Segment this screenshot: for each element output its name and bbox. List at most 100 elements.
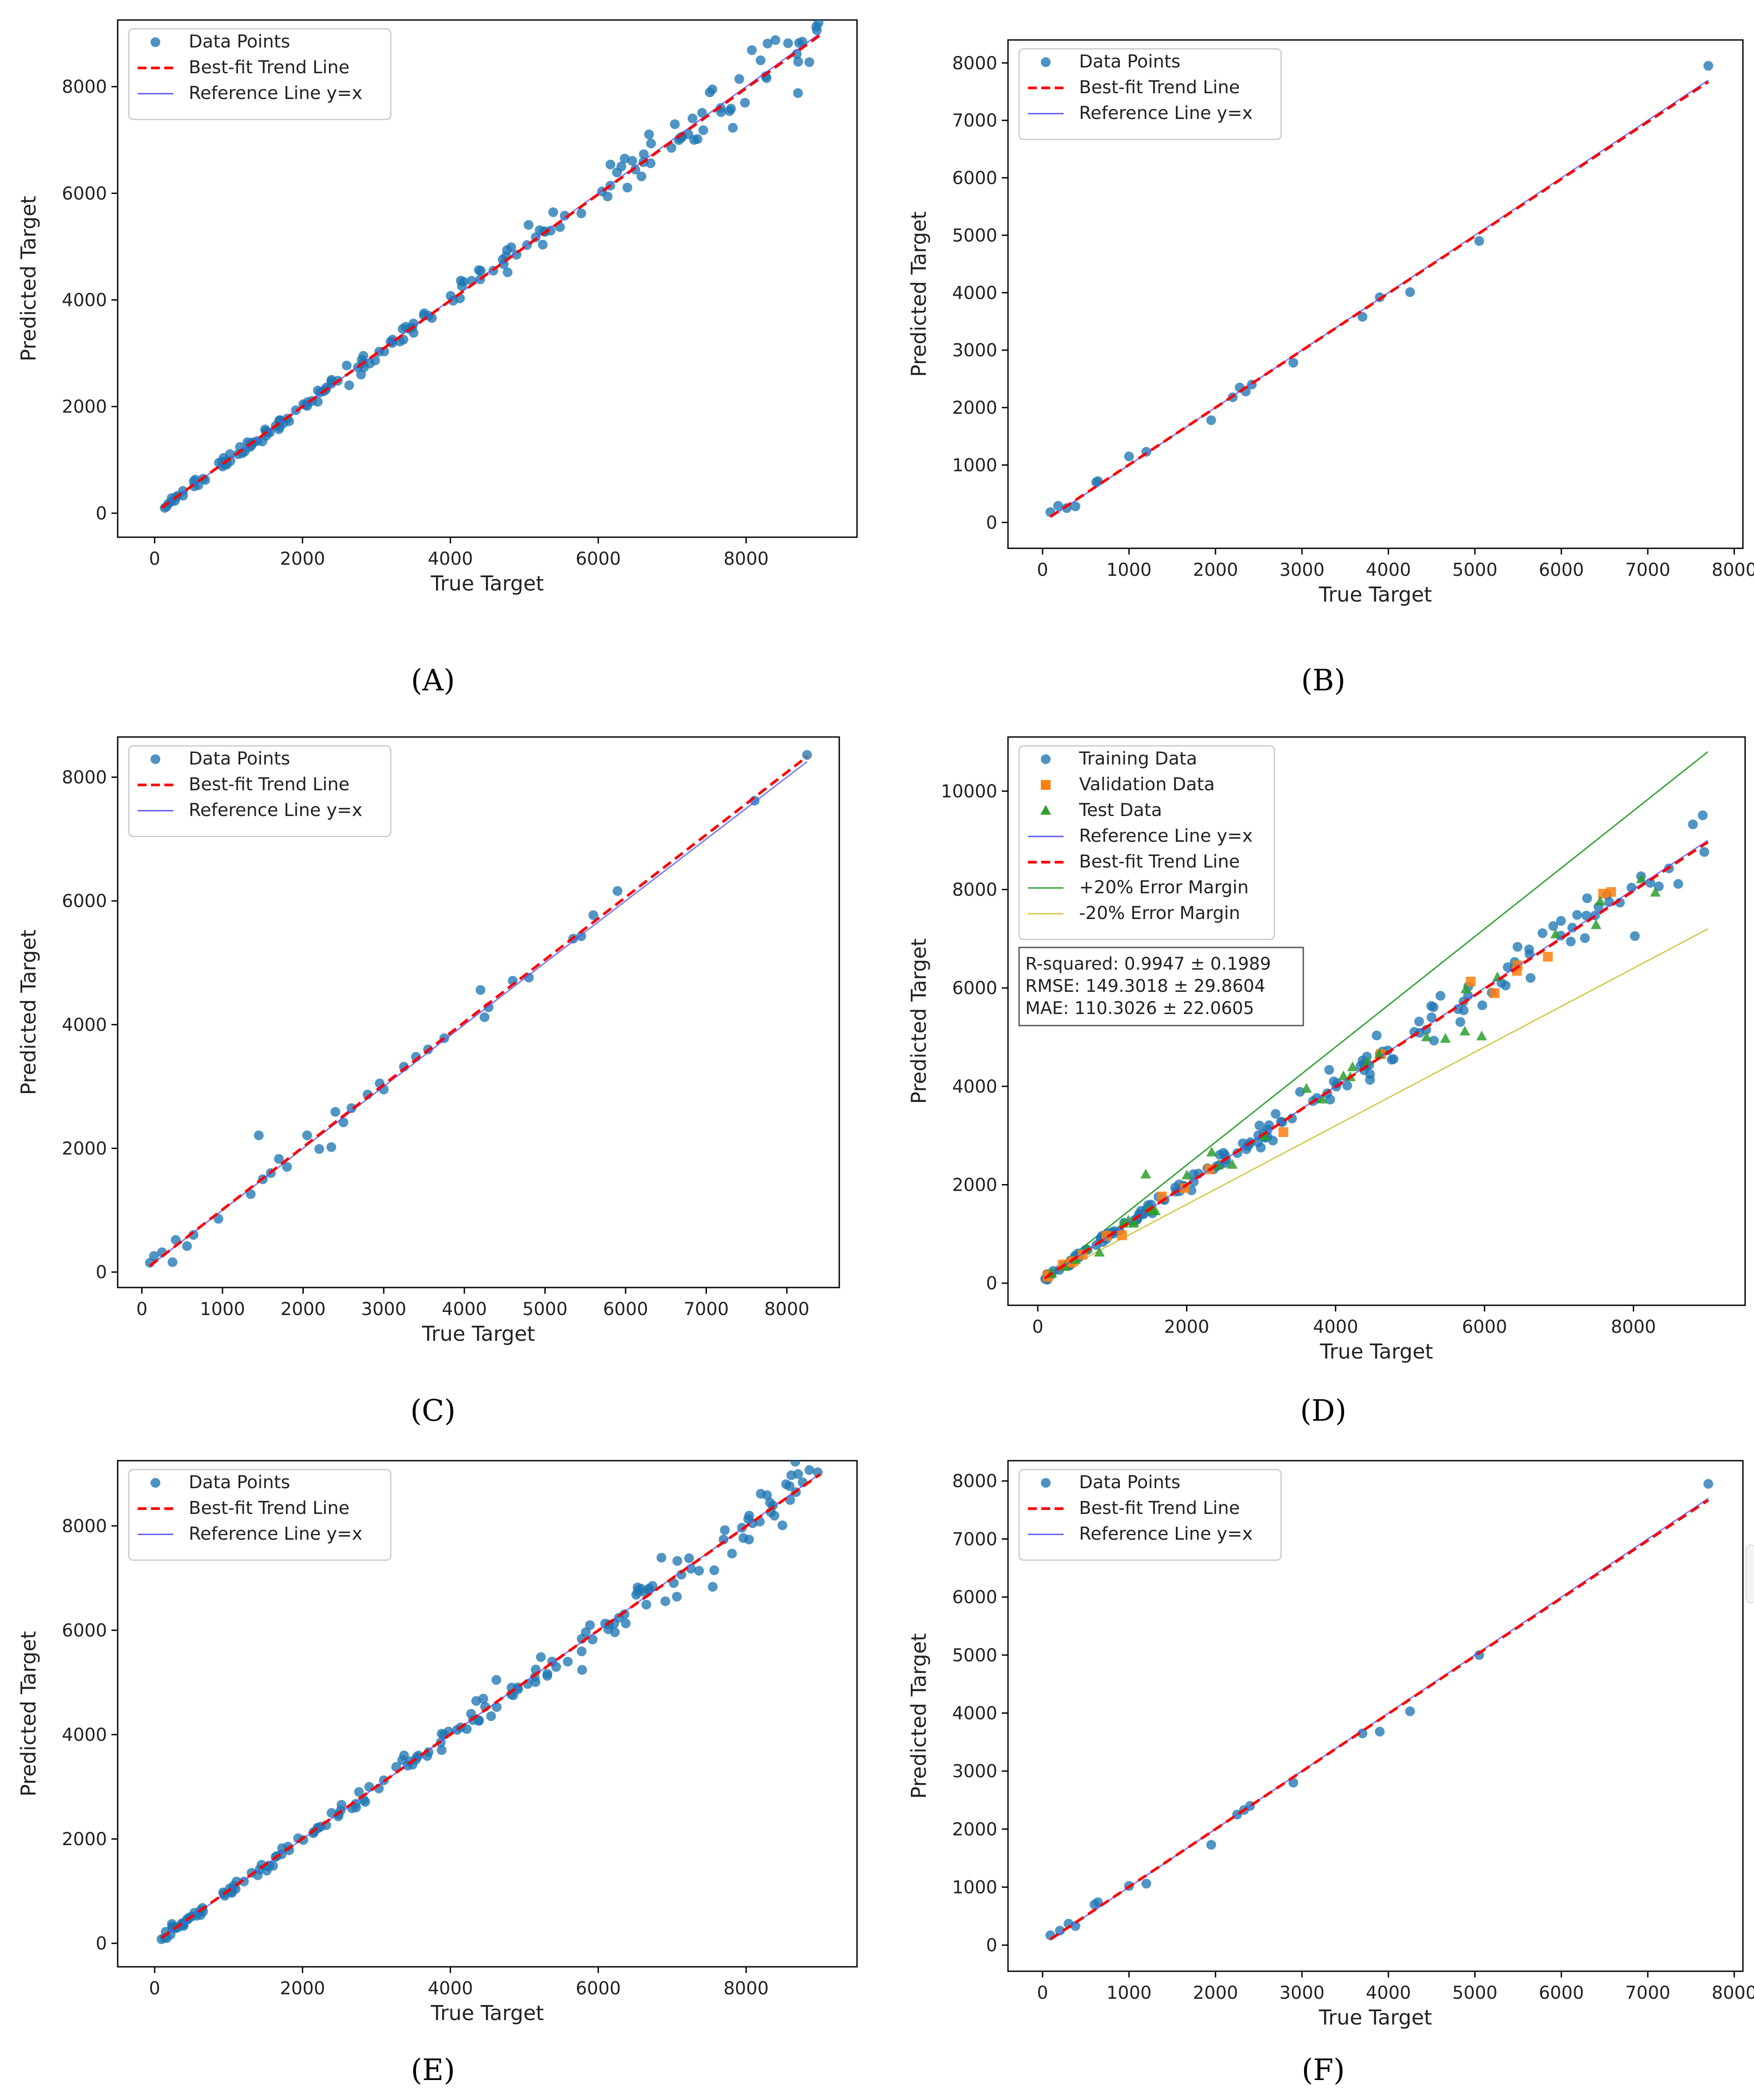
x-tick-label: 8000: [1611, 1317, 1656, 1337]
data-point: [502, 245, 512, 255]
x-tick-label: 0: [149, 1978, 160, 1999]
y-tick-label: 3000: [952, 341, 997, 361]
data-point: [660, 1596, 671, 1606]
legend-marker-circle: [151, 754, 160, 764]
x-tick-label: 3000: [1279, 560, 1325, 580]
x-tick-label: 1000: [1107, 1983, 1152, 2003]
data-point: [804, 57, 814, 67]
data-point: [793, 1469, 803, 1479]
data-point: [785, 1495, 795, 1505]
metrics-text: R-squared: 0.9947 ± 0.1989: [1025, 954, 1271, 974]
x-tick-label: 7000: [1625, 560, 1671, 580]
data-point: [1053, 501, 1063, 511]
y-tick-label: 8000: [62, 1516, 107, 1537]
data-point: [458, 277, 468, 287]
minus-20-margin-line: [1044, 928, 1708, 1280]
data-point: [667, 143, 677, 153]
data-point: [802, 750, 812, 760]
legend-entry: Reference Line y=x: [1079, 826, 1253, 846]
data-point: [622, 182, 632, 193]
panel-label-d: (D): [1300, 1394, 1346, 1428]
y-axis-label: Predicted Target: [16, 196, 40, 361]
trend-line: [1049, 80, 1709, 518]
data-point: [491, 1675, 501, 1685]
x-axis-label: True Target: [1318, 582, 1432, 606]
data-point: [474, 265, 484, 275]
legend-entry: Data Points: [189, 749, 290, 769]
legend-entry: Best-fit Trend Line: [189, 1498, 349, 1518]
data-point: [1673, 879, 1683, 889]
data-point: [588, 910, 599, 920]
data-point: [1688, 819, 1698, 829]
data-point: [1595, 895, 1606, 906]
data-point: [149, 1251, 159, 1261]
series-data-points: [145, 750, 812, 1268]
data-point: [1094, 1247, 1105, 1257]
data-point: [542, 1669, 552, 1679]
data-point: [1598, 888, 1608, 899]
data-point: [708, 1582, 718, 1592]
data-point: [1630, 931, 1640, 941]
data-point: [1347, 1061, 1358, 1071]
legend-entry: Data Points: [189, 32, 290, 52]
data-point: [621, 1618, 631, 1628]
x-tick-label: 0: [136, 1299, 147, 1319]
data-point: [777, 1520, 787, 1530]
data-point: [1338, 1070, 1349, 1080]
y-tick-label: 2000: [952, 1819, 997, 1840]
data-point: [1650, 887, 1661, 897]
x-tick-label: 2000: [281, 1299, 326, 1319]
y-tick-label: 7000: [952, 1529, 997, 1549]
data-point: [616, 161, 627, 171]
data-point: [636, 171, 647, 182]
data-point: [1426, 1012, 1437, 1022]
data-point: [486, 1711, 496, 1721]
y-tick-label: 5000: [952, 1645, 997, 1666]
x-tick-label: 6000: [1539, 1983, 1584, 2003]
data-point: [684, 1553, 694, 1563]
x-tick-label: 8000: [723, 1978, 769, 1999]
data-point: [1365, 1075, 1375, 1085]
x-tick-label: 1000: [1107, 560, 1152, 580]
y-tick-label: 1000: [952, 1878, 997, 1898]
data-point: [1591, 919, 1602, 929]
legend-entry: Reference Line y=x: [1079, 103, 1253, 123]
chart-panel-b: 0 1000 2000 3000 4000 5000 6000 7000 8000 0 1000 20…: [907, 39, 1754, 606]
data-point: [672, 1592, 682, 1602]
data-point: [337, 1800, 347, 1810]
data-point: [644, 129, 654, 139]
legend-box: [128, 28, 392, 120]
data-point: [1189, 1177, 1199, 1187]
x-tick-label: 4000: [1313, 1317, 1358, 1337]
panel-label-a: (A): [411, 663, 455, 697]
data-point: [159, 503, 170, 513]
data-point: [344, 380, 354, 390]
y-tick-label: 8000: [952, 53, 997, 74]
data-point: [252, 436, 262, 446]
legend-entry: Data Points: [1079, 1472, 1180, 1493]
x-tick-label: 4000: [1366, 1983, 1411, 2003]
data-point: [804, 1465, 814, 1475]
data-point: [182, 1241, 192, 1251]
data-point: [1550, 928, 1561, 939]
data-point: [1654, 881, 1664, 892]
data-point: [437, 1745, 447, 1755]
y-axis-label: Predicted Target: [16, 1631, 40, 1797]
legend-box: [128, 745, 392, 837]
data-point: [744, 1510, 754, 1521]
legend-entry: Reference Line y=x: [189, 1524, 362, 1544]
y-axis-label: Predicted Target: [907, 1633, 931, 1799]
y-tick-label: 0: [986, 1273, 997, 1294]
data-point: [1627, 883, 1637, 893]
data-point: [1500, 980, 1511, 991]
data-point: [1124, 451, 1134, 461]
y-tick-label: 0: [96, 1934, 107, 1954]
y-tick-label: 8000: [62, 768, 107, 788]
data-point: [1181, 1169, 1192, 1180]
panel-label-c: (C): [410, 1394, 456, 1428]
data-point: [274, 1154, 284, 1164]
data-point: [790, 1461, 801, 1467]
legend-entry: Best-fit Trend Line: [189, 774, 349, 795]
data-point: [1572, 910, 1582, 920]
data-point: [1070, 501, 1080, 511]
